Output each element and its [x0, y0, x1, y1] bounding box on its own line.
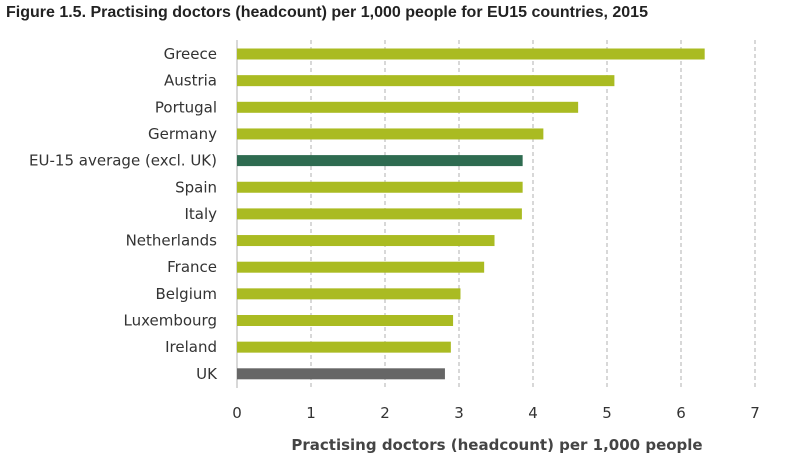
category-label: Luxembourg: [124, 312, 218, 330]
bar: [237, 341, 451, 353]
x-tick-label: 2: [380, 404, 390, 422]
category-label: Belgium: [156, 285, 218, 303]
bar-layer: [237, 48, 705, 380]
bar: [237, 75, 615, 87]
x-tick-label: 0: [232, 404, 242, 422]
category-label: France: [167, 258, 217, 276]
bar: [237, 208, 522, 220]
category-labels: Greece Austria Portugal Germany EU-15 averag…: [29, 45, 218, 383]
bar: [237, 368, 445, 380]
category-label: Netherlands: [126, 232, 218, 250]
x-tick-label: 5: [602, 404, 612, 422]
bar: [237, 101, 579, 113]
x-tick-label: 1: [306, 404, 316, 422]
x-tick-label: 6: [676, 404, 686, 422]
chart-title: Figure 1.5. Practising doctors (headcoun…: [6, 4, 648, 21]
x-tick-label: 3: [454, 404, 464, 422]
category-label: Greece: [164, 45, 217, 63]
x-tick-label: 4: [528, 404, 538, 422]
category-label: EU-15 average (excl. UK): [29, 152, 217, 170]
bar: [237, 128, 544, 140]
category-label: UK: [196, 365, 218, 383]
bar: [237, 261, 485, 273]
category-label: Portugal: [155, 98, 217, 116]
category-label: Ireland: [165, 338, 217, 356]
bar: [237, 181, 523, 193]
category-label: Spain: [175, 178, 217, 196]
bar: [237, 155, 523, 167]
category-label: Austria: [164, 72, 217, 90]
category-label: Germany: [148, 125, 217, 143]
bar: [237, 235, 495, 247]
x-axis-title: Practising doctors (headcount) per 1,000…: [291, 436, 702, 454]
tick-labels: 0 1 2 3 4 5 6 7: [232, 404, 760, 422]
x-tick-label: 7: [750, 404, 760, 422]
bar: [237, 48, 705, 60]
category-label: Italy: [184, 205, 217, 223]
bar: [237, 315, 454, 326]
bar: [237, 288, 461, 300]
